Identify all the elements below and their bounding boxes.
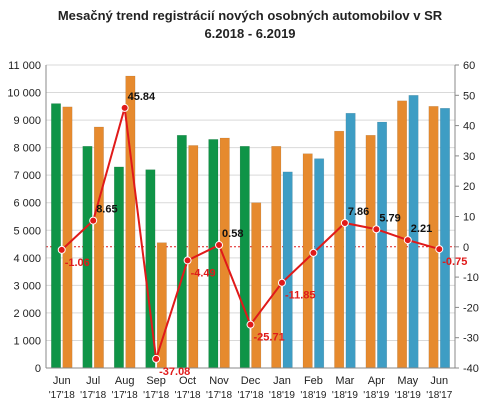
- y2-tick-label: 40: [463, 121, 475, 133]
- x-tick-sublabel: '17'18: [112, 390, 139, 401]
- y-tick-label: 4 000: [13, 253, 41, 265]
- growth-point: [309, 248, 318, 257]
- growth-point: [403, 236, 412, 245]
- growth-data-label: -37.08: [159, 366, 190, 378]
- y2-tick-label: 10: [463, 212, 475, 224]
- bar: [62, 106, 73, 369]
- x-tick-label: Jun: [430, 375, 448, 387]
- y-tick-label: 11 000: [8, 60, 41, 72]
- x-tick-label: Nov: [209, 375, 229, 387]
- growth-point: [57, 245, 66, 254]
- bar: [377, 121, 388, 369]
- y2-tick-label: 30: [463, 151, 475, 163]
- bar: [397, 100, 408, 369]
- growth-point: [152, 354, 161, 363]
- growth-point: [435, 245, 444, 254]
- bar: [208, 139, 219, 369]
- x-tick-sublabel: '17'18: [143, 390, 170, 401]
- growth-data-label: -1.06: [65, 257, 90, 269]
- bar: [428, 106, 439, 369]
- growth-point: [246, 320, 255, 329]
- x-tick-label: Aug: [115, 375, 135, 387]
- bar: [365, 134, 376, 369]
- x-tick-label: Oct: [179, 375, 196, 387]
- y-tick-label: 1 000: [13, 335, 41, 347]
- growth-data-label: 2.21: [411, 223, 432, 235]
- growth-data-label: 7.86: [348, 206, 369, 218]
- x-tick-label: Jul: [86, 375, 100, 387]
- y2-tick-label: -40: [463, 363, 479, 375]
- bar: [334, 130, 345, 369]
- x-tick-sublabel: '18'19: [269, 390, 296, 401]
- y2-tick-label: 60: [463, 60, 475, 72]
- growth-data-label: 5.79: [379, 212, 400, 224]
- growth-point: [340, 218, 349, 227]
- y-tick-label: 9 000: [13, 115, 41, 127]
- chart-subtitle: 6.2018 - 6.2019: [204, 26, 296, 41]
- bar: [440, 107, 450, 369]
- y2-tick-label: 20: [463, 181, 475, 193]
- growth-point: [183, 256, 192, 265]
- y-tick-label: 7 000: [13, 170, 41, 182]
- x-tick-sublabel: '17'18: [49, 390, 76, 401]
- bar: [314, 158, 325, 369]
- growth-data-label: 45.84: [128, 91, 156, 103]
- x-tick-label: Apr: [368, 375, 385, 387]
- x-tick-label: Sep: [146, 375, 166, 387]
- y2-tick-label: -20: [463, 302, 479, 314]
- chart-title: Mesačný trend registrácií nových osobnýc…: [57, 8, 443, 23]
- growth-data-label: -0.75: [442, 256, 467, 268]
- x-tick-sublabel: '18'17: [426, 390, 453, 401]
- bar: [113, 166, 124, 369]
- growth-data-label: 0.58: [222, 228, 243, 240]
- x-tick-sublabel: '18'19: [332, 390, 359, 401]
- bar: [239, 146, 250, 369]
- growth-data-label: 8.65: [96, 204, 117, 216]
- y-tick-label: 3 000: [13, 280, 41, 292]
- y2-tick-label: 50: [463, 90, 475, 102]
- growth-point: [215, 241, 224, 250]
- y2-tick-label: -10: [463, 272, 479, 284]
- x-tick-sublabel: '18'19: [363, 390, 390, 401]
- x-tick-sublabel: '17'18: [206, 390, 233, 401]
- y-tick-label: 2 000: [13, 308, 41, 320]
- y2-tick-label: -30: [463, 333, 479, 345]
- x-tick-sublabel: '17'18: [175, 390, 202, 401]
- bar: [93, 126, 104, 369]
- bar: [51, 103, 61, 369]
- growth-point: [89, 216, 98, 225]
- growth-data-label: -4.49: [191, 267, 216, 279]
- growth-point: [120, 103, 129, 112]
- y2-tick-label: 0: [463, 242, 469, 254]
- y-tick-label: 10 000: [7, 88, 41, 100]
- x-tick-label: Feb: [304, 375, 323, 387]
- x-tick-label: Jun: [53, 375, 71, 387]
- x-tick-label: Mar: [335, 375, 354, 387]
- bar: [345, 112, 356, 369]
- x-tick-sublabel: '18'19: [300, 390, 327, 401]
- x-tick-label: Jan: [273, 375, 291, 387]
- y-tick-label: 5 000: [13, 225, 41, 237]
- bar: [176, 134, 187, 369]
- growth-point: [372, 225, 381, 234]
- growth-data-label: -25.71: [254, 332, 285, 344]
- y-tick-label: 0: [35, 363, 41, 375]
- x-tick-label: May: [397, 375, 418, 387]
- y-tick-label: 6 000: [13, 198, 41, 210]
- growth-data-label: -11.85: [285, 290, 316, 302]
- y-tick-label: 8 000: [13, 143, 41, 155]
- x-tick-sublabel: '17'18: [237, 390, 264, 401]
- x-tick-sublabel: '18'19: [395, 390, 422, 401]
- x-tick-sublabel: '17'18: [80, 390, 107, 401]
- x-tick-label: Dec: [241, 375, 261, 387]
- growth-point: [277, 278, 286, 287]
